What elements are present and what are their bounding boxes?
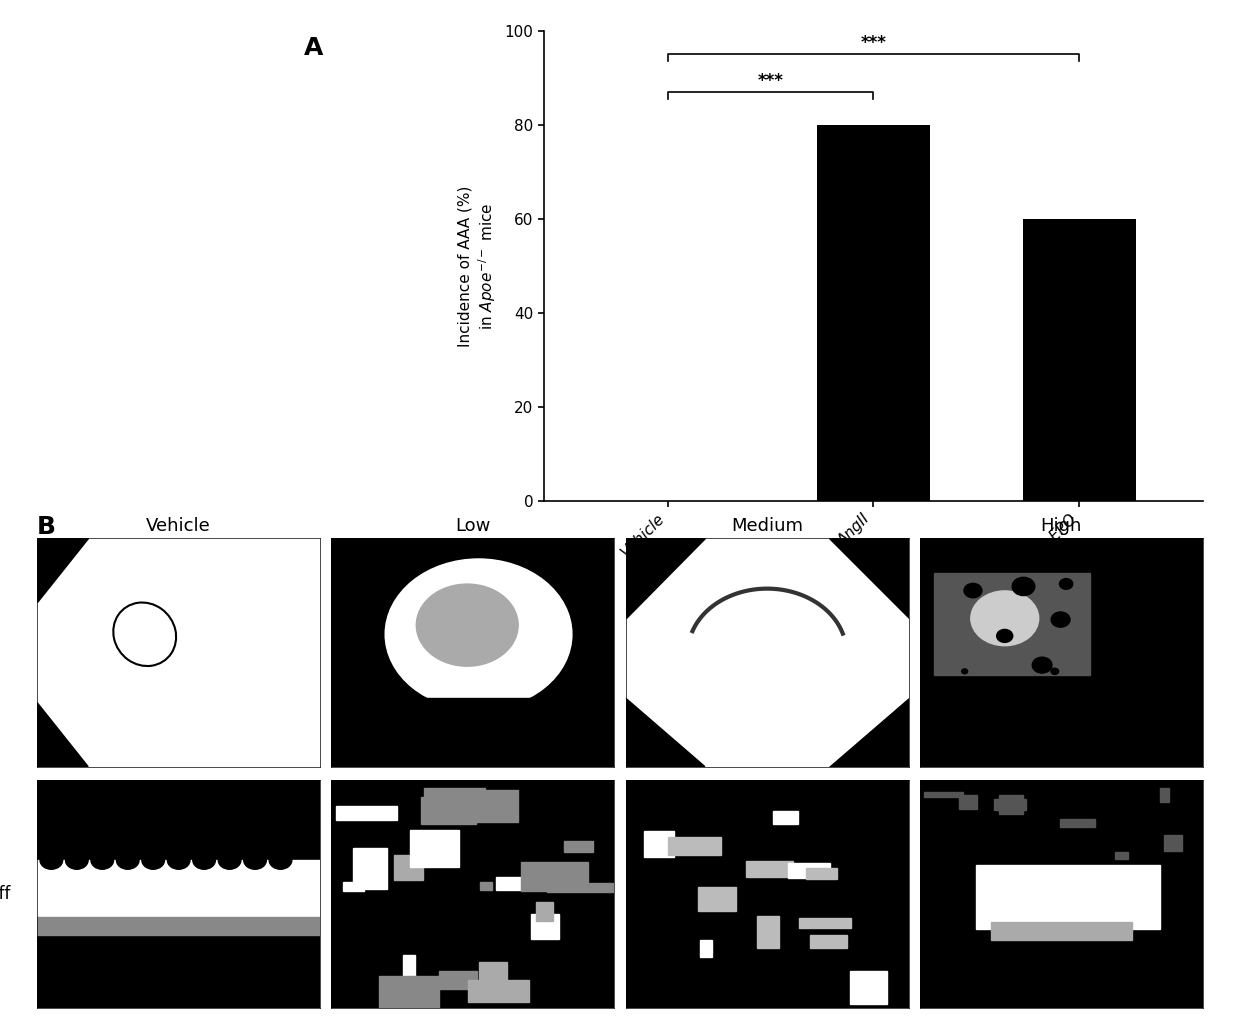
Bar [758,917,779,949]
Circle shape [631,543,903,762]
Bar [564,842,593,852]
Circle shape [1152,669,1168,682]
Circle shape [1132,663,1151,677]
Bar [746,861,794,877]
Circle shape [167,851,190,870]
Bar [787,863,830,878]
Bar [479,962,507,982]
Bar [849,970,887,1003]
Bar [424,788,485,820]
Bar [644,831,673,857]
Bar [342,882,365,891]
Text: B: B [37,514,56,538]
Bar [353,848,387,888]
Circle shape [1075,664,1089,675]
Bar [536,901,553,921]
Circle shape [971,591,1039,645]
Polygon shape [626,698,704,767]
Bar [456,789,518,822]
Title: Vehicle: Vehicle [146,518,211,535]
Bar [993,800,1025,810]
Y-axis label: Verhoff: Verhoff [0,885,11,903]
Bar [774,811,799,824]
Circle shape [417,584,518,666]
Bar [1161,787,1169,802]
Bar [698,887,737,911]
Bar [699,941,713,957]
Bar [1023,219,1136,501]
Bar [817,125,930,501]
Circle shape [1120,660,1127,666]
Bar [403,955,415,977]
Circle shape [1086,555,1104,568]
Bar [547,883,613,892]
Text: A: A [304,36,324,60]
Circle shape [1143,575,1151,580]
Bar [976,864,1161,928]
Bar [924,792,962,797]
Circle shape [1081,650,1092,659]
Circle shape [269,851,291,870]
Circle shape [386,559,572,710]
Bar [37,860,320,928]
Bar [393,855,424,880]
Bar [336,807,397,820]
Bar [960,795,977,810]
Bar [998,794,1023,814]
Polygon shape [830,698,909,767]
Circle shape [1083,658,1092,666]
Title: Low: Low [455,518,491,535]
Polygon shape [37,538,88,602]
Circle shape [40,851,63,870]
Bar [531,914,559,939]
Bar [811,934,847,948]
Polygon shape [37,703,88,767]
Bar [991,922,1132,939]
Circle shape [91,851,114,870]
Y-axis label: Incidence of AAA (%)
in $Apoe^{-/-}$ mice: Incidence of AAA (%) in $Apoe^{-/-}$ mic… [458,185,497,347]
Circle shape [1042,572,1058,586]
Bar [934,573,1090,675]
Text: ***: *** [861,34,887,52]
Circle shape [117,851,139,870]
Title: Medium: Medium [732,518,804,535]
Title: High: High [1040,518,1083,535]
Bar [409,829,459,867]
Bar [667,838,722,855]
Circle shape [174,791,185,801]
Circle shape [244,851,267,870]
Bar [467,980,529,1002]
Circle shape [968,632,982,642]
Bar [37,917,320,935]
Bar [37,780,320,808]
Text: ***: *** [758,72,784,90]
Polygon shape [331,698,614,767]
Bar [1115,852,1127,859]
Bar [422,796,476,824]
Bar [480,882,491,890]
Bar [522,861,588,891]
Polygon shape [830,538,909,618]
Polygon shape [626,538,704,618]
Circle shape [1161,643,1171,650]
Bar [496,878,557,890]
Bar [1060,819,1095,827]
Circle shape [218,851,241,870]
Polygon shape [331,698,382,767]
Bar [439,970,477,989]
Circle shape [1157,667,1176,682]
Bar [379,977,439,1007]
Circle shape [192,851,216,870]
Polygon shape [536,538,614,602]
Bar [1163,836,1182,851]
Circle shape [977,668,987,676]
Bar [806,868,837,879]
Circle shape [1085,642,1102,655]
Circle shape [946,590,954,596]
Polygon shape [1104,538,1203,618]
Circle shape [141,851,165,870]
Bar [799,919,851,928]
Circle shape [66,851,88,870]
